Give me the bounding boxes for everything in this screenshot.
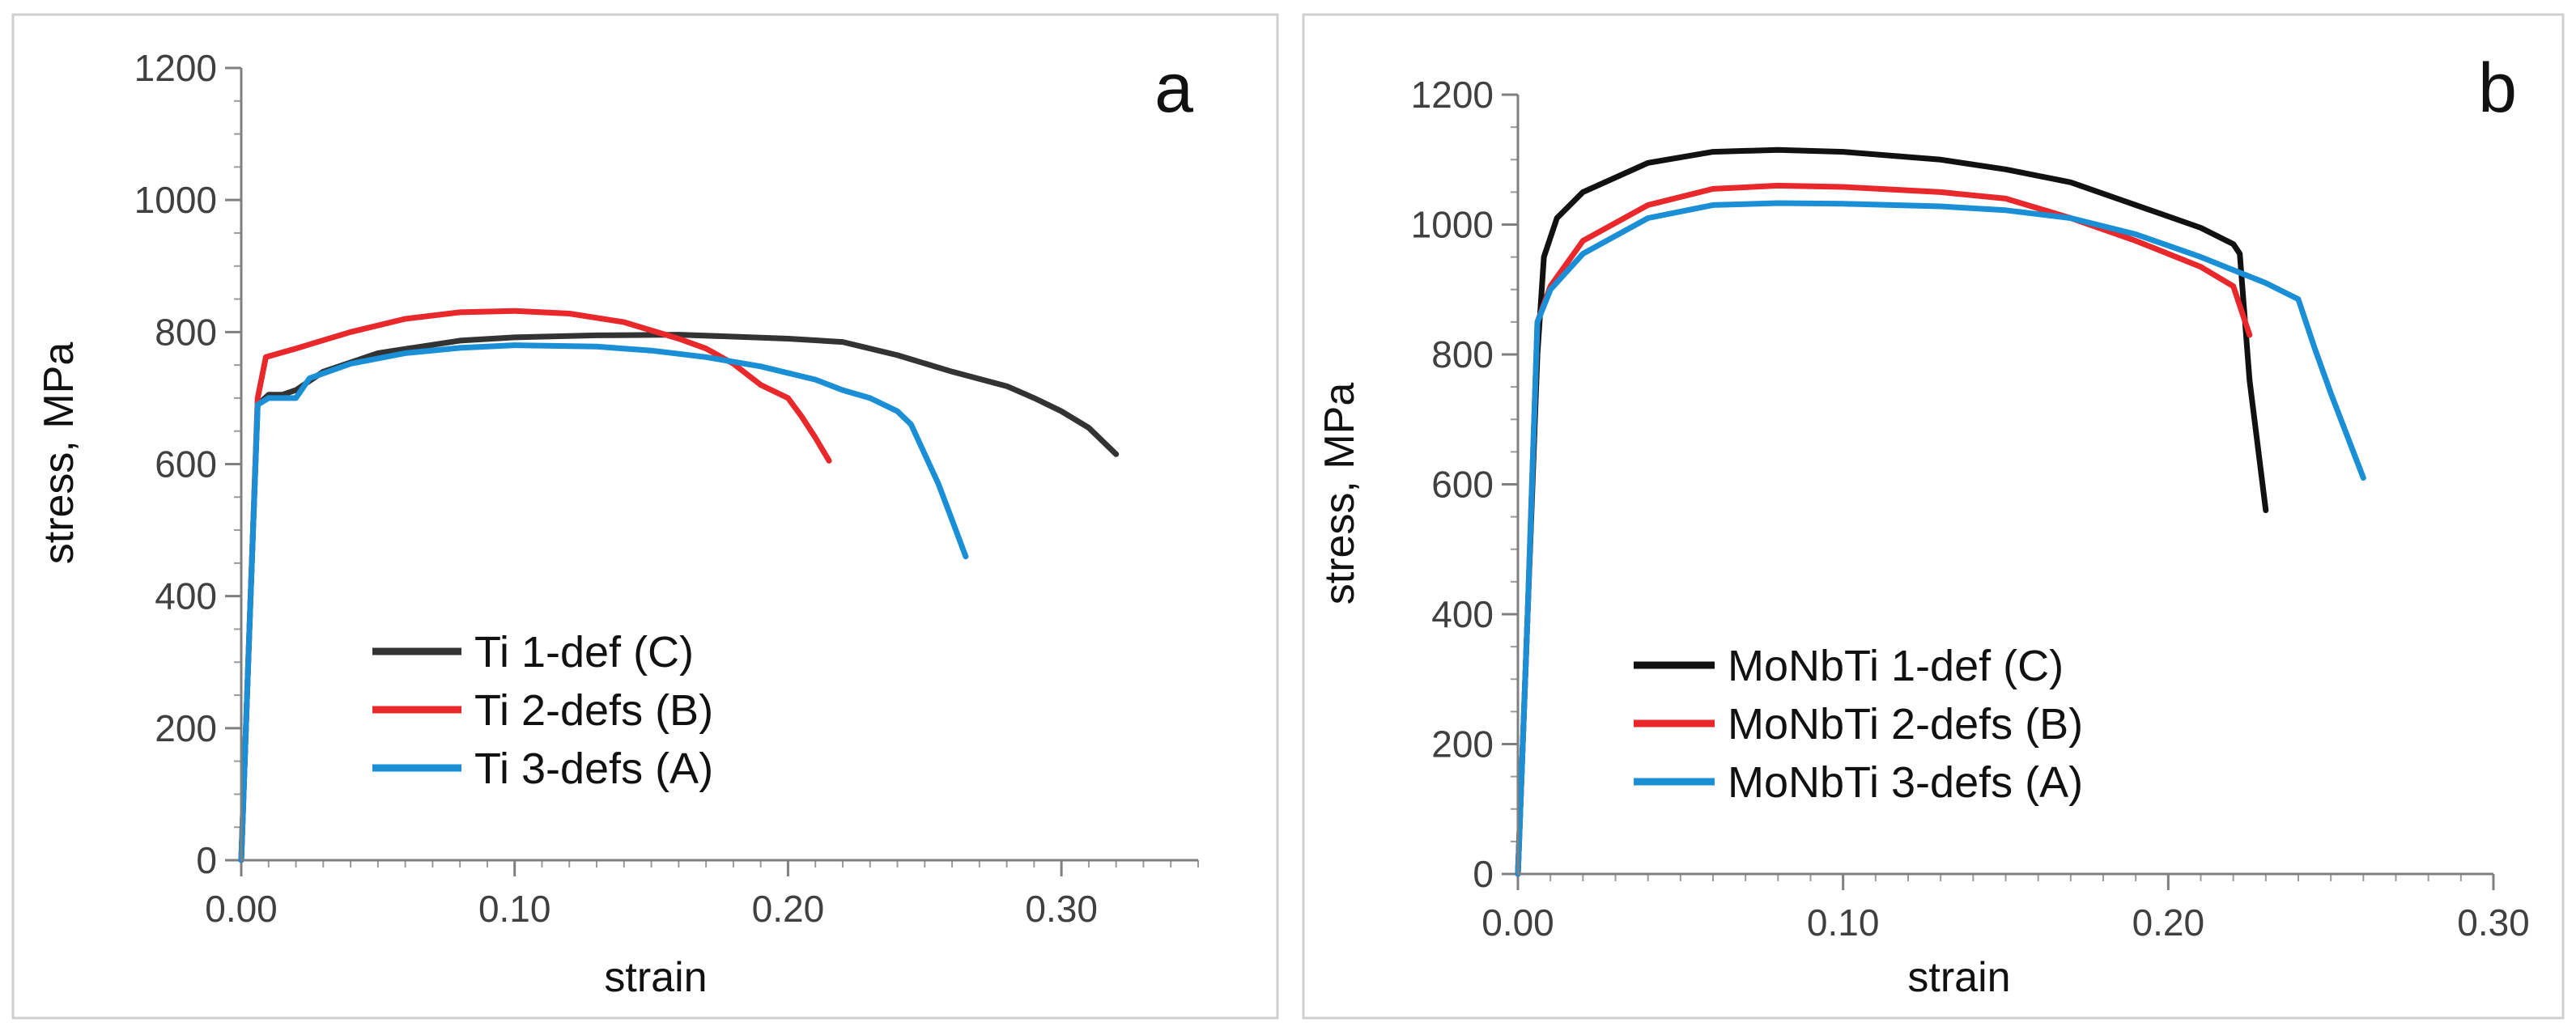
panel-a-series-line-1: [238, 332, 1120, 863]
panel-a-series: [238, 308, 1120, 863]
panel-a-series-line-2: [238, 308, 832, 863]
panel-a-y-tick-label: 200: [155, 707, 217, 749]
panel-a-y-tick-label: 600: [155, 443, 217, 486]
panel-b-y-tick-label: 200: [1431, 723, 1494, 766]
panel-b-ticks: [1502, 93, 2495, 890]
panel-a-frame: [11, 13, 1279, 1020]
panel-b-legend-label-3: MoNbTi 3-defs (A): [1728, 758, 2083, 807]
panel-a-x-tick-label: 0.00: [205, 888, 278, 930]
panel-b-legend-label-2: MoNbTi 2-defs (B): [1728, 700, 2083, 749]
panel-a-y-tick-label: 0: [196, 839, 217, 881]
panel-b-x-tick-label: 0.10: [1807, 901, 1880, 944]
panel-b-y-tick-label: 800: [1431, 333, 1494, 375]
panel-b-y-tick-label: 400: [1431, 593, 1494, 635]
panel-a-series-line-3: [238, 342, 969, 863]
panel-a-y-tick-label: 400: [155, 575, 217, 617]
panel-a-x-tick-label: 0.10: [478, 888, 551, 930]
panel-b-series-line-3: [1515, 200, 2366, 877]
panel-b-x-tick-label: 0.20: [2132, 901, 2205, 944]
panel-a-tick-labels: 0 200 400 600 800 1000 1200 0.00 0.10 0.20 0.30: [134, 47, 1098, 930]
panel-b-tick-labels: 0 200 400 600 800 1000 1200 0.00 0.10 0.20 0.30: [1411, 74, 2530, 944]
panel-b-legend-label-1: MoNbTi 1-def (C): [1728, 642, 2064, 690]
panel-b-y-tick-label: 0: [1473, 853, 1494, 895]
panel-a-legend-label-2: Ti 2-defs (B): [474, 686, 713, 735]
panel-a-y-tick-label: 1000: [134, 179, 217, 221]
panel-b-series-line-1: [1515, 146, 2269, 877]
panel-a-x-tick-label: 0.20: [752, 888, 825, 930]
panel-a-legend: Ti 1-def (C) Ti 2-defs (B) Ti 3-defs (A): [372, 628, 713, 793]
panel-b-letter: b: [2478, 49, 2517, 127]
panel-a-legend-label-3: Ti 3-defs (A): [474, 744, 713, 793]
panel-a: a stress, MPa strain 0 200 400 600 800 1000 12…: [11, 13, 1279, 1020]
panel-a-letter: a: [1154, 49, 1193, 127]
panel-b-y-axis-title: stress, MPa: [1316, 383, 1363, 605]
panel-b-x-tick-label: 0.00: [1481, 901, 1554, 944]
panel-b: b stress, MPa strain 0 200 400 600 800 1000 12…: [1302, 13, 2565, 1020]
panel-a-x-axis-title: strain: [604, 954, 707, 1001]
panel-a-x-tick-label: 0.30: [1025, 888, 1098, 930]
panel-b-legend: MoNbTi 1-def (C) MoNbTi 2-defs (B) MoNbTi …: [1634, 642, 2083, 807]
panel-b-x-tick-label: 0.30: [2457, 901, 2530, 944]
panel-a-y-tick-label: 800: [155, 311, 217, 353]
panel-b-y-tick-label: 1000: [1411, 204, 1494, 246]
panel-a-legend-label-1: Ti 1-def (C): [474, 628, 694, 677]
panel-b-y-tick-label: 1200: [1411, 74, 1494, 116]
panel-a-y-tick-label: 1200: [134, 47, 217, 89]
panel-b-x-axis-title: strain: [1907, 954, 2010, 1001]
panel-b-series: [1515, 146, 2366, 877]
panel-b-y-tick-label: 600: [1431, 464, 1494, 506]
panel-a-y-axis-title: stress, MPa: [36, 342, 83, 565]
